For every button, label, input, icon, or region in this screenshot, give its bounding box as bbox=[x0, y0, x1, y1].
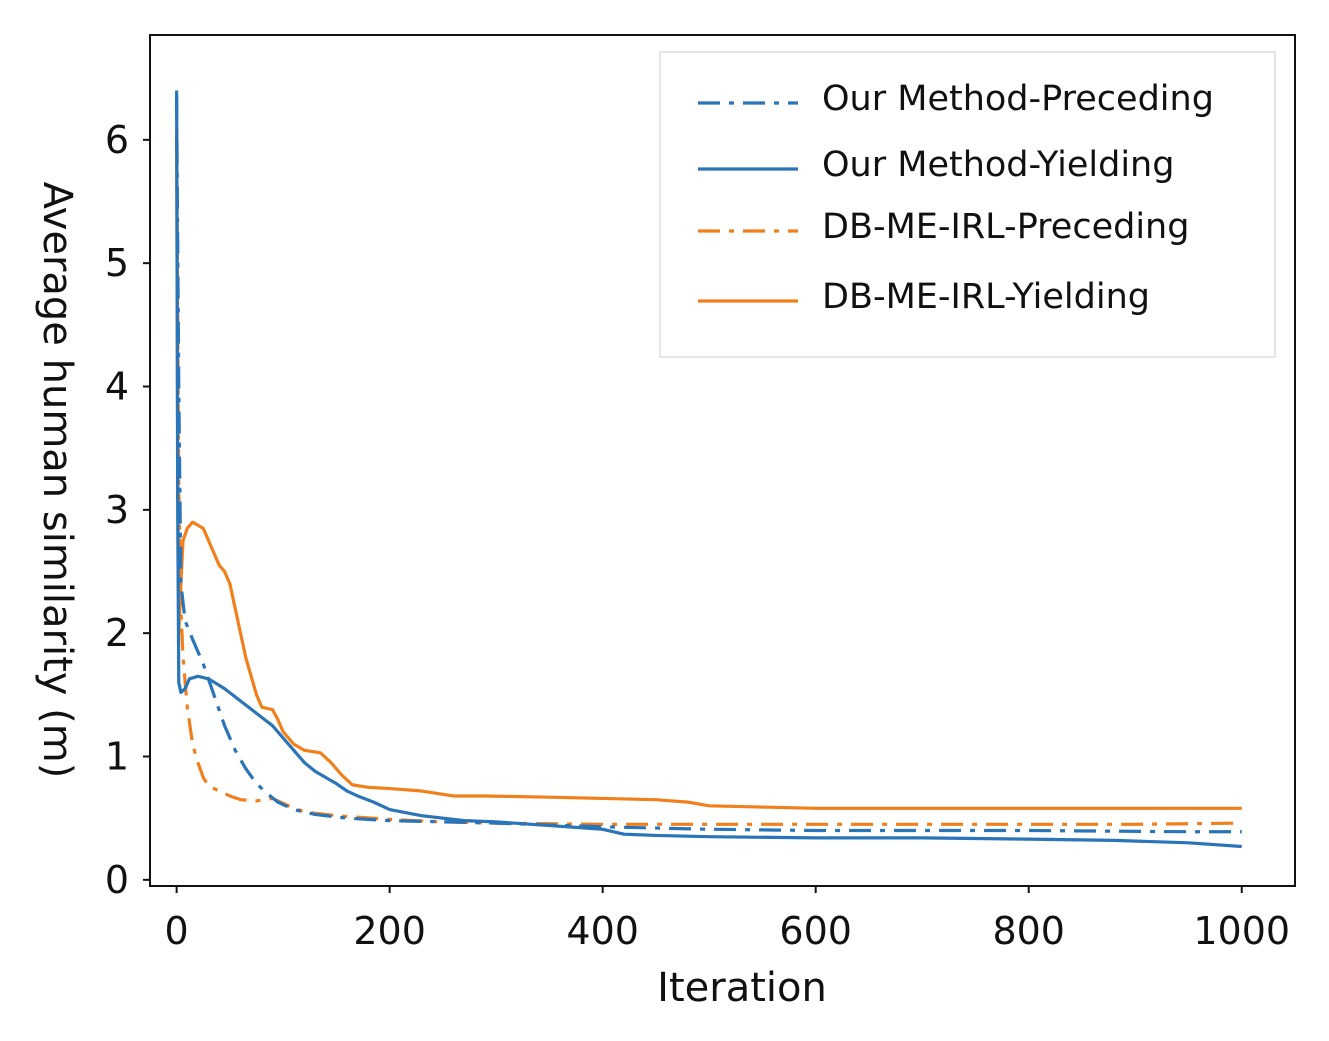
x-axis: 0 200 400 600 800 1000 bbox=[165, 886, 1290, 953]
y-axis: 0 1 2 3 4 5 6 bbox=[105, 118, 150, 902]
x-tick-label: 800 bbox=[992, 909, 1065, 953]
series-line-db-me-irl-yielding bbox=[175, 133, 1242, 810]
plot-frame bbox=[149, 34, 1296, 887]
x-axis-title: Iteration bbox=[657, 965, 827, 1011]
series-layer bbox=[175, 90, 1242, 849]
legend-label: Our Method-Yielding bbox=[822, 145, 1174, 185]
legend-label: DB-ME-IRL-Preceding bbox=[822, 207, 1189, 247]
legend-label: DB-ME-IRL-Yielding bbox=[822, 277, 1150, 317]
y-tick-label: 6 bbox=[105, 118, 129, 162]
legend-label: Our Method-Preceding bbox=[822, 79, 1214, 119]
y-tick-label: 3 bbox=[105, 488, 129, 532]
x-tick-label: 400 bbox=[566, 909, 639, 953]
y-tick-label: 0 bbox=[105, 858, 129, 902]
series-line-our-method-yielding bbox=[175, 90, 1242, 849]
y-tick-label: 5 bbox=[105, 241, 129, 285]
legend: Our Method-Preceding Our Method-Yielding D… bbox=[659, 51, 1276, 358]
x-tick-label: 200 bbox=[353, 909, 426, 953]
series-line-our-method-preceding bbox=[175, 96, 1242, 834]
y-tick-label: 1 bbox=[105, 735, 129, 779]
y-tick-label: 2 bbox=[105, 611, 129, 655]
y-tick-label: 4 bbox=[105, 365, 129, 409]
x-tick-label: 600 bbox=[779, 909, 852, 953]
series-line-db-me-irl-preceding bbox=[175, 133, 1242, 826]
x-tick-label: 1000 bbox=[1193, 909, 1290, 953]
y-axis-title: Average human similarity (m) bbox=[34, 182, 80, 779]
x-tick-label: 0 bbox=[165, 909, 189, 953]
